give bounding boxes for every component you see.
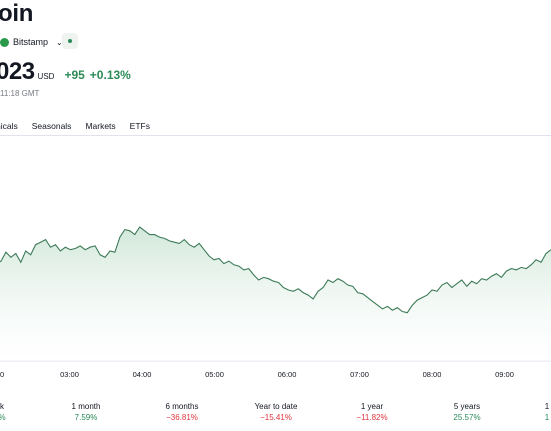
performance-value: 7.59% xyxy=(74,413,98,422)
performance-period[interactable]: 1 year xyxy=(360,402,384,411)
x-tick-label: 05:00 xyxy=(205,370,224,379)
performance-value: 25.57% xyxy=(453,413,481,422)
last-price: 023 xyxy=(0,58,35,85)
symbol-title: oin xyxy=(0,0,34,27)
exchange-selector[interactable]: Bitstamp ⌄ xyxy=(0,34,63,50)
price-chart[interactable]: 0 03:00 04:00 05:00 06:00 07:00 08:00 09:00 xyxy=(0,150,551,385)
performance-period[interactable]: 1 month xyxy=(71,402,101,411)
price-change-percent: +0.13% xyxy=(89,68,131,82)
price-area xyxy=(0,227,551,361)
performance-period[interactable]: 1 xyxy=(544,402,550,411)
symbol-tabs: nicals Seasonals Markets ETFs xyxy=(0,121,150,131)
price-line xyxy=(0,226,551,314)
x-tick-label: 04:00 xyxy=(133,370,152,379)
market-status-chip[interactable] xyxy=(62,33,78,49)
x-tick-label: 08:00 xyxy=(423,370,442,379)
x-tick-label: 06:00 xyxy=(278,370,297,379)
currency-label: USD xyxy=(37,72,55,81)
performance-period[interactable]: k xyxy=(0,402,4,411)
performance-value: % xyxy=(0,413,37,422)
performance-period[interactable]: 5 years xyxy=(453,402,481,411)
exchange-logo-icon xyxy=(0,37,9,47)
performance-value: −15.41% xyxy=(260,413,292,422)
tab-markets[interactable]: Markets xyxy=(85,121,116,131)
x-axis: 0 03:00 04:00 05:00 06:00 07:00 08:00 09:00 xyxy=(0,370,514,379)
x-tick-label: 09:00 xyxy=(495,370,514,379)
performance-period[interactable]: Year to date xyxy=(254,402,298,411)
exchange-name: Bitstamp xyxy=(13,37,49,47)
tab-technicals[interactable]: nicals xyxy=(0,121,18,131)
x-tick-label: 03:00 xyxy=(60,370,79,379)
tab-etfs[interactable]: ETFs xyxy=(129,121,150,131)
tab-seasonals[interactable]: Seasonals xyxy=(31,121,72,131)
x-tick-label: 07:00 xyxy=(350,370,369,379)
performance-value: −36.81% xyxy=(166,413,198,422)
status-dot-icon xyxy=(68,39,72,43)
chevron-down-icon: ⌄ xyxy=(56,37,63,47)
price-row: 023 USD +95 +0.13% xyxy=(0,58,131,86)
tabs-divider xyxy=(0,135,551,136)
performance-period[interactable]: 6 months xyxy=(165,402,199,411)
x-tick-label: 0 xyxy=(0,370,4,379)
price-timestamp: 11:18 GMT xyxy=(0,89,40,98)
performance-value: −11.82% xyxy=(356,413,388,422)
price-change: +95 xyxy=(64,68,85,82)
performance-value: 1 xyxy=(544,413,550,422)
